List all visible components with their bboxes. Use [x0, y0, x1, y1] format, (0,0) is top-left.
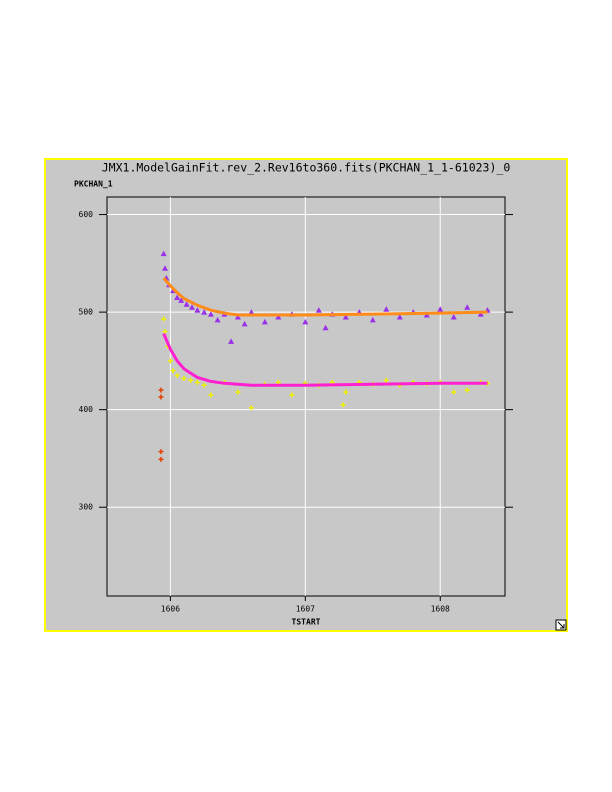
point: [396, 313, 403, 320]
panel: [44, 158, 568, 632]
point: [158, 387, 164, 393]
point: [437, 306, 444, 312]
point: [383, 306, 390, 312]
point: [451, 389, 457, 395]
point: [194, 379, 200, 385]
point: [342, 313, 349, 320]
point: [174, 294, 181, 300]
point: [158, 456, 164, 462]
point: [241, 320, 248, 327]
point: [181, 375, 187, 381]
point: [315, 307, 322, 313]
point: [207, 311, 214, 317]
plot-frame: [106, 196, 506, 597]
x-tick-label: 1607: [296, 605, 315, 614]
point: [158, 394, 164, 400]
point: [158, 449, 164, 455]
x-tick-label: 1608: [431, 605, 450, 614]
point: [464, 387, 470, 393]
point: [194, 307, 201, 313]
point: [302, 318, 309, 325]
point: [343, 389, 349, 395]
point: [160, 250, 167, 257]
resize-icon: [555, 619, 567, 631]
point: [340, 402, 346, 408]
x-tick-label: 1606: [161, 605, 180, 614]
point: [234, 313, 241, 320]
point: [201, 309, 208, 315]
chart-title: JMX1.ModelGainFit.rev_2.Rev16to360.fits(…: [102, 161, 511, 175]
y-tick-label: 300: [79, 503, 94, 512]
point: [275, 313, 282, 320]
point: [464, 304, 471, 310]
point: [161, 316, 167, 322]
fit-line: [162, 277, 488, 317]
point: [174, 373, 180, 379]
point: [201, 382, 207, 388]
point: [248, 405, 254, 411]
point: [188, 377, 194, 383]
point: [214, 316, 221, 323]
point: [188, 304, 195, 310]
point: [235, 389, 241, 395]
point: [289, 392, 295, 398]
point: [178, 297, 185, 303]
y-axis-label: PKCHAN_1: [74, 180, 113, 189]
point: [261, 318, 268, 325]
point: [450, 313, 457, 320]
point: [322, 324, 329, 331]
y-tick-label: 500: [79, 308, 94, 317]
point: [162, 265, 169, 271]
point: [369, 316, 376, 323]
point: [477, 311, 484, 317]
point: [208, 392, 214, 398]
point: [248, 309, 255, 315]
fit-line: [162, 333, 488, 387]
point: [228, 338, 235, 344]
point: [167, 358, 173, 364]
y-tick-label: 600: [79, 210, 94, 219]
point: [383, 377, 389, 383]
x-axis-label: TSTART: [292, 618, 321, 627]
y-tick-label: 400: [79, 405, 94, 414]
point: [183, 301, 190, 307]
point: [170, 368, 176, 374]
